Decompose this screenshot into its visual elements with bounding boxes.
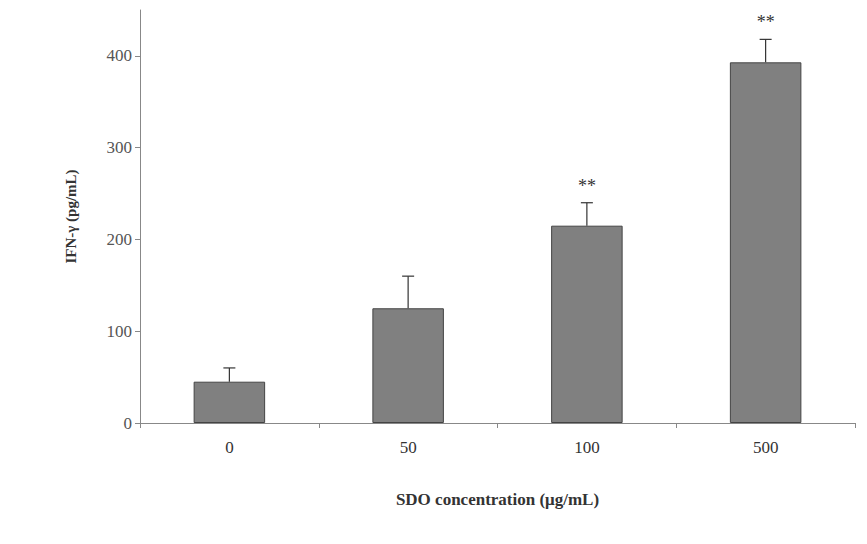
- svg-text:200: 200: [107, 230, 133, 249]
- svg-text:50: 50: [400, 438, 417, 457]
- svg-text:300: 300: [107, 138, 133, 157]
- svg-text:IFN-γ (pg/mL): IFN-γ (pg/mL): [63, 169, 80, 263]
- svg-text:100: 100: [107, 322, 133, 341]
- svg-text:SDO concentration (μg/mL): SDO concentration (μg/mL): [396, 490, 599, 509]
- svg-text:**: **: [578, 176, 596, 196]
- svg-text:400: 400: [107, 46, 133, 65]
- svg-text:0: 0: [225, 438, 234, 457]
- svg-text:100: 100: [574, 438, 600, 457]
- svg-text:0: 0: [124, 414, 133, 433]
- svg-text:**: **: [757, 12, 775, 32]
- svg-text:500: 500: [753, 438, 779, 457]
